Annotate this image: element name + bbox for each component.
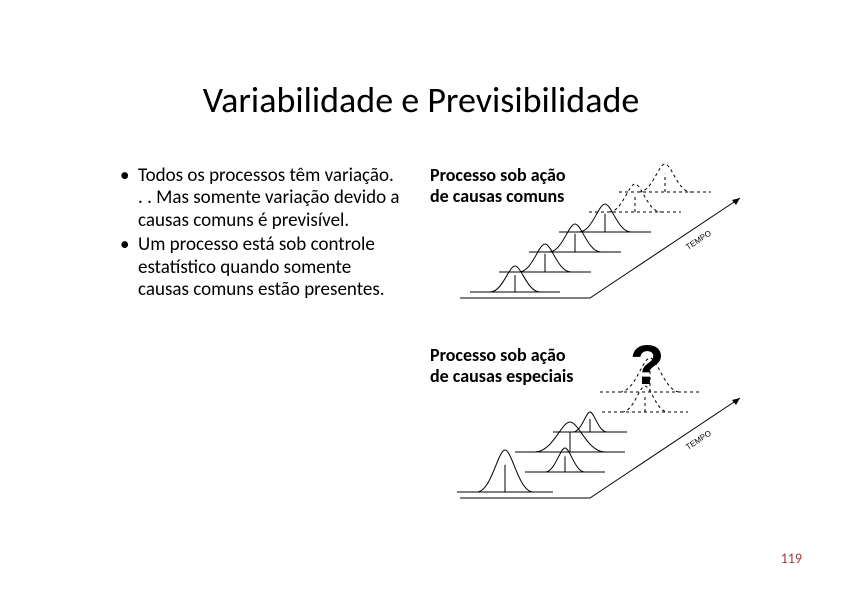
diagram-special: TEMPO bbox=[450, 380, 750, 530]
label-line: Processo sob ação bbox=[430, 344, 566, 366]
list-item: Todos os processos têm variação. . . Mas… bbox=[120, 165, 400, 232]
bullet-list: Todos os processos têm variação. . . Mas… bbox=[120, 165, 400, 303]
slide: Variabilidade e Previsibilidade Todos os… bbox=[0, 0, 842, 595]
diagram-common: TEMPO bbox=[450, 180, 750, 330]
list-item: Um processo está sob controle estatístic… bbox=[120, 234, 400, 301]
page-title: Variabilidade e Previsibilidade bbox=[0, 78, 842, 122]
page-number: 119 bbox=[781, 550, 802, 567]
